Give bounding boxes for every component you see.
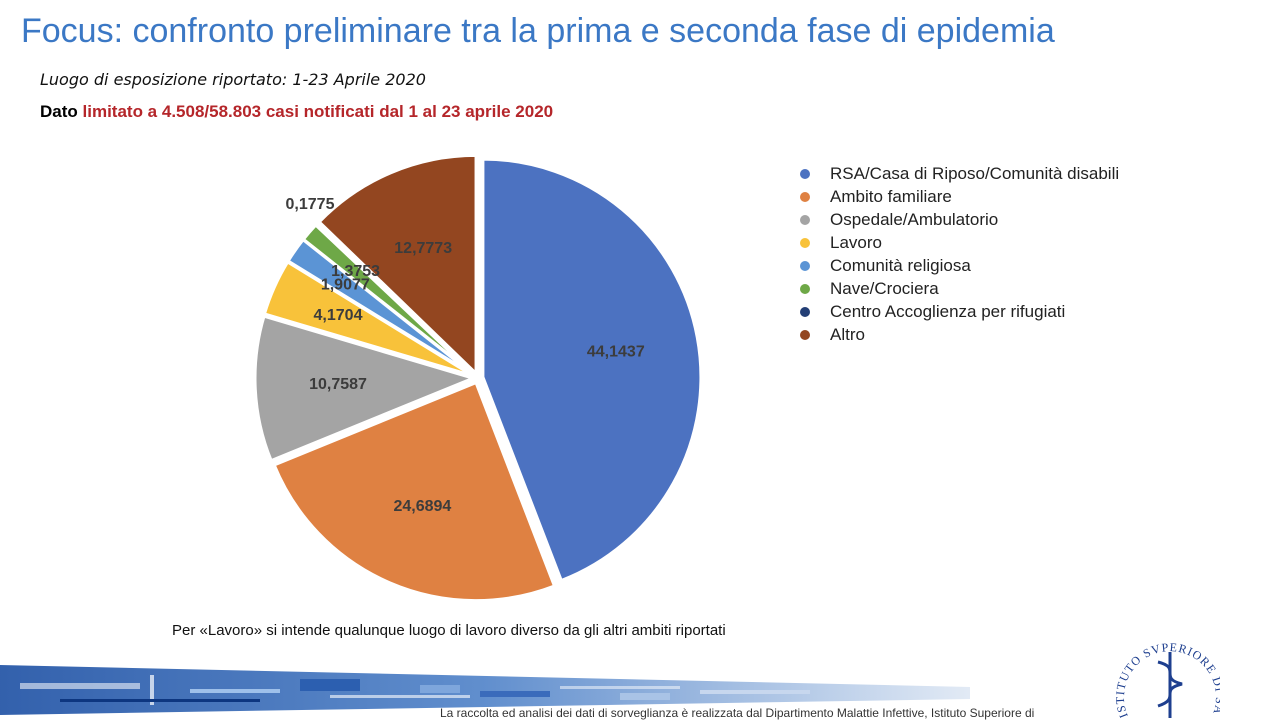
legend-swatch: [800, 191, 810, 202]
credit-line: La raccolta ed analisi dei dati di sorve…: [440, 706, 1035, 720]
data-label-altro: 12,7773: [394, 240, 452, 257]
legend-item-lavoro: Lavoro: [800, 231, 1119, 254]
data-label-rsa-casa-di-riposo-comunita-disabili: 44,1437: [587, 344, 645, 361]
legend-label: Nave/Crociera: [830, 278, 939, 298]
legend-swatch: [800, 260, 810, 271]
pie-slice-ospedale-ambulatorio: [253, 314, 475, 463]
footnote: Per «Lavoro» si intende qualunque luogo …: [172, 622, 726, 639]
data-note: Dato limitato a 4.508/58.803 casi notifi…: [40, 102, 553, 122]
legend-label: RSA/Casa di Riposo/Comunità disabili: [830, 163, 1120, 183]
data-note-lead: Dato: [40, 102, 78, 121]
chart-legend: RSA/Casa di Riposo/Comunità disabili Ambi…: [800, 162, 1119, 346]
pie-slice-rsa-casa-di-riposo-comunita-disabili: [481, 157, 703, 582]
legend-item-centro-accoglienza-per-rifugiati: Centro Accoglienza per rifugiati: [800, 300, 1119, 323]
legend-swatch: [800, 283, 810, 294]
data-label-comunita-religiosa: 1,9077: [321, 276, 370, 293]
legend-label: Comunità religiosa: [830, 255, 971, 275]
pie-slice-altro: [317, 153, 478, 375]
legend-swatch: [800, 237, 810, 248]
decorative-band: [0, 665, 970, 715]
iss-logo: ISTITUTO SVPERIORE DI SANITÀ: [1110, 628, 1220, 718]
data-note-detail: limitato a 4.508/58.803 casi notificati …: [82, 102, 554, 121]
legend-swatch: [800, 214, 810, 225]
legend-swatch: [800, 306, 810, 317]
pie-slice-centro-accoglienza-per-rifugiati: [314, 221, 476, 377]
legend-label: Altro: [830, 324, 865, 344]
data-label-ospedale-ambulatorio: 10,7587: [309, 376, 367, 393]
data-label-centro-accoglienza-per-rifugiati: 0,1775: [286, 196, 335, 213]
data-label-ambito-familiare: 24,6894: [393, 498, 451, 515]
slide-title: Focus: confronto preliminare tra la prim…: [21, 12, 1055, 50]
legend-swatch: [800, 168, 810, 179]
legend-item-rsa-casa-di-riposo-comunita-disabili: RSA/Casa di Riposo/Comunità disabili: [800, 162, 1119, 185]
data-label-nave-crociera: 1,3753: [331, 263, 380, 280]
legend-item-ospedale-ambulatorio: Ospedale/Ambulatorio: [800, 208, 1119, 231]
slide-subtitle: Luogo di esposizione riportato: 1-23 Apr…: [40, 70, 426, 89]
legend-item-comunita-religiosa: Comunità religiosa: [800, 254, 1119, 277]
legend-label: Lavoro: [830, 232, 882, 252]
legend-label: Ambito familiare: [830, 186, 952, 206]
legend-swatch: [800, 329, 810, 340]
legend-label: Centro Accoglienza per rifugiati: [830, 301, 1066, 321]
legend-item-ambito-familiare: Ambito familiare: [800, 185, 1119, 208]
legend-label: Ospedale/Ambulatorio: [830, 209, 999, 229]
legend-item-altro: Altro: [800, 323, 1119, 346]
pie-slice-ambito-familiare: [272, 381, 556, 603]
legend-item-nave-crociera: Nave/Crociera: [800, 277, 1119, 300]
data-label-lavoro: 4,1704: [314, 307, 363, 324]
